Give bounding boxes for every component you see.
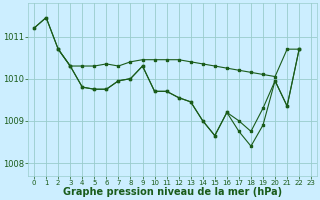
X-axis label: Graphe pression niveau de la mer (hPa): Graphe pression niveau de la mer (hPa) <box>63 187 282 197</box>
